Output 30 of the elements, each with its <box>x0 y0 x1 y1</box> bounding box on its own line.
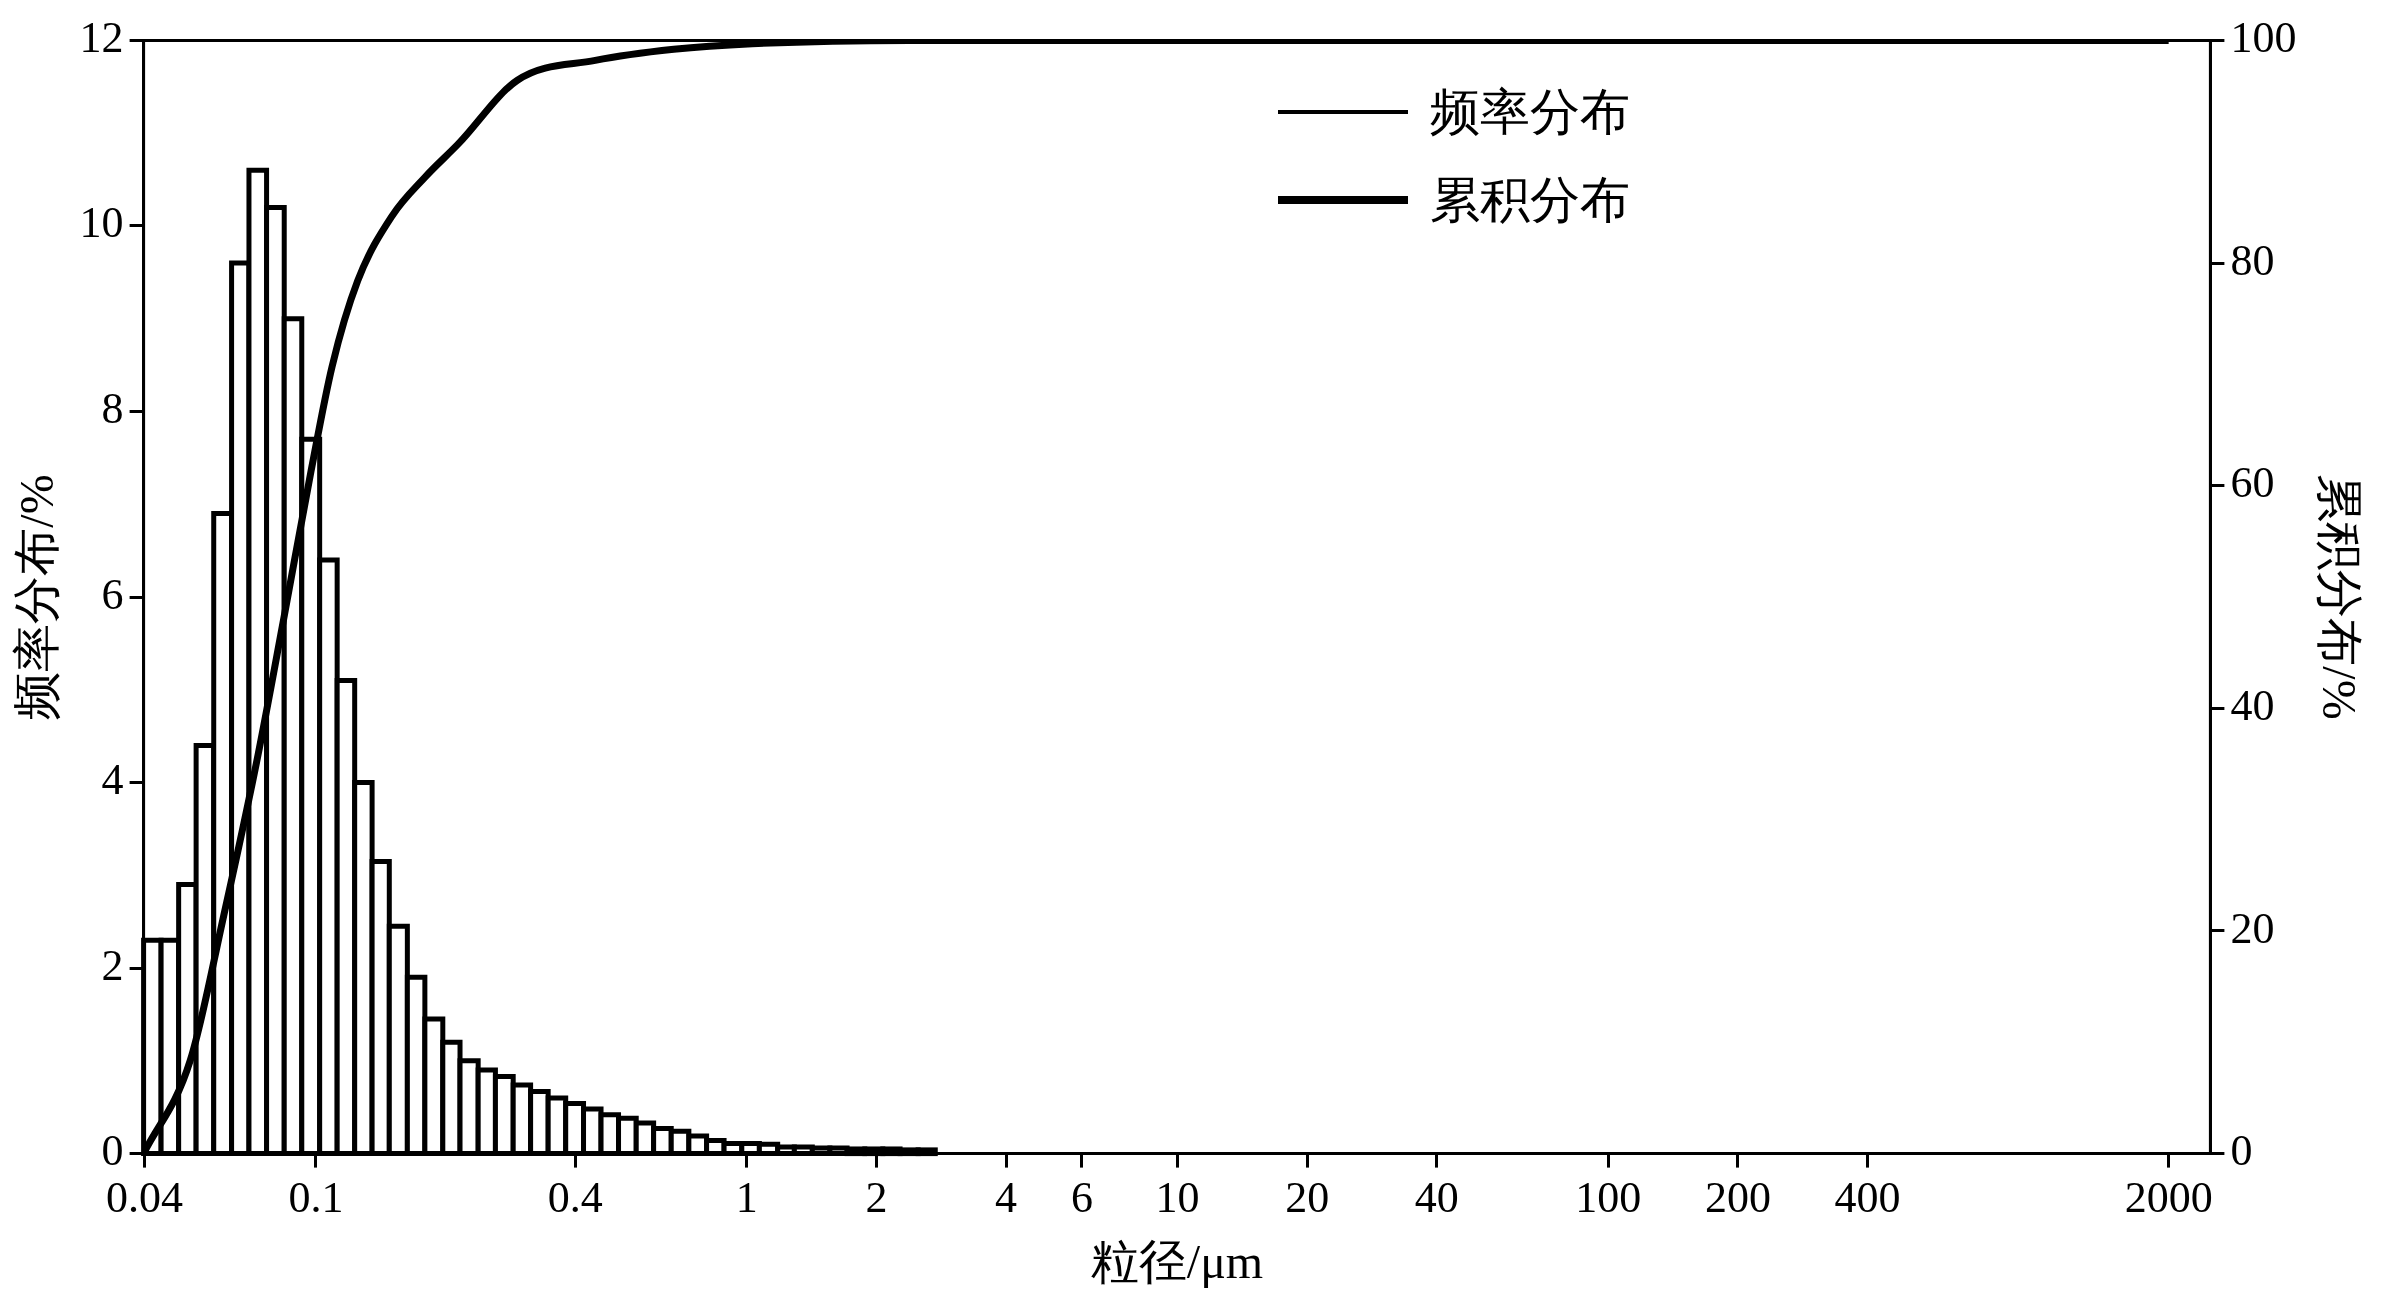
x-tick-label: 100 <box>1575 1172 1642 1222</box>
x-tick-label: 0.4 <box>547 1172 603 1222</box>
y-tick-label: 10 <box>79 198 124 248</box>
x-tick-label: 2000 <box>2124 1172 2213 1222</box>
y2-tick-label: 60 <box>2230 458 2275 508</box>
x-tick-label: 2 <box>865 1172 888 1222</box>
x-tick-label: 0.1 <box>288 1172 344 1222</box>
y-tick-label: 12 <box>79 12 124 62</box>
y2-tick-label: 100 <box>2230 12 2297 62</box>
legend-label: 频率分布 <box>1430 82 1630 142</box>
legend-label: 累积分布 <box>1430 170 1630 230</box>
x-axis-title: 粒径/μm <box>1090 1234 1264 1288</box>
y2-tick-label: 0 <box>2230 1126 2253 1176</box>
y-tick-label: 8 <box>101 384 124 434</box>
y2-tick-label: 40 <box>2230 680 2275 730</box>
x-tick-label: 20 <box>1285 1172 1330 1222</box>
y2-axis-title: 累积分布/% <box>2312 474 2366 720</box>
y-axis-title: 频率分布/% <box>10 474 64 720</box>
x-tick-label: 40 <box>1414 1172 1459 1222</box>
x-tick-label: 4 <box>995 1172 1018 1222</box>
x-tick-label: 10 <box>1155 1172 1200 1222</box>
x-tick-label: 1 <box>735 1172 758 1222</box>
x-tick-label: 6 <box>1070 1172 1093 1222</box>
x-tick-label: 400 <box>1834 1172 1901 1222</box>
y-tick-label: 2 <box>101 940 124 990</box>
x-tick-label: 200 <box>1704 1172 1771 1222</box>
y2-tick-label: 20 <box>2230 903 2275 953</box>
y2-tick-label: 80 <box>2230 235 2275 285</box>
y-tick-label: 6 <box>101 569 124 619</box>
y-tick-label: 4 <box>101 755 124 805</box>
